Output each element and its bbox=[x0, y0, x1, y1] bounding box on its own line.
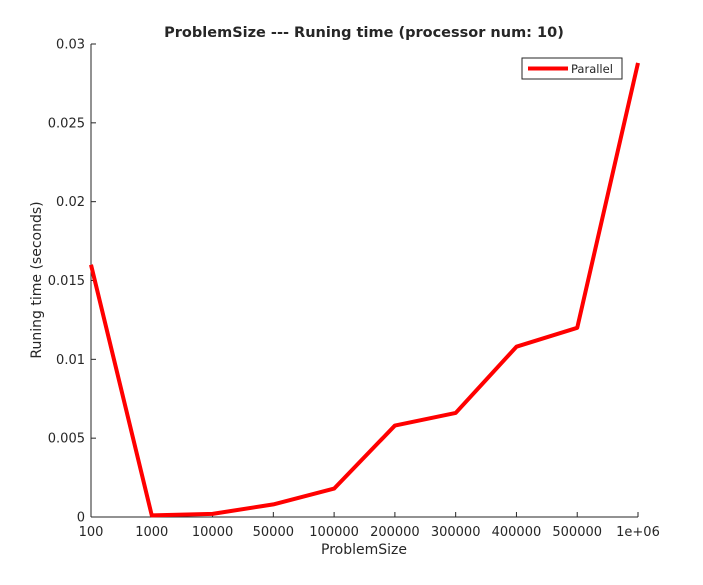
x-tick-label: 400000 bbox=[492, 525, 542, 540]
chart-title: ProblemSize --- Runing time (processor n… bbox=[164, 25, 564, 41]
plot-area: 0 0.005 0.01 0.015 0.02 0.025 0.03 100 1000 1000… bbox=[48, 38, 660, 541]
y-axis-label: Runing time (seconds) bbox=[29, 201, 45, 358]
x-tick-label: 50000 bbox=[253, 525, 294, 540]
y-tick-label: 0.005 bbox=[48, 432, 85, 447]
x-tick-label: 1e+06 bbox=[616, 525, 660, 540]
y-tick-label: 0.025 bbox=[48, 116, 85, 131]
x-tick-label: 10000 bbox=[192, 525, 233, 540]
x-tick-label: 500000 bbox=[552, 525, 602, 540]
legend-label-parallel: Parallel bbox=[571, 62, 613, 76]
x-tick-label: 100 bbox=[79, 525, 104, 540]
x-tick-label: 100000 bbox=[309, 525, 359, 540]
y-tick-label: 0.03 bbox=[56, 38, 85, 53]
x-axis-label: ProblemSize bbox=[321, 542, 407, 558]
y-tick-label: 0.02 bbox=[56, 195, 85, 210]
y-tick-label: 0.01 bbox=[56, 353, 85, 368]
x-tick-label: 300000 bbox=[431, 525, 481, 540]
y-tick-label: 0 bbox=[77, 511, 85, 526]
legend: Parallel bbox=[522, 58, 622, 79]
x-tick-label: 200000 bbox=[370, 525, 420, 540]
y-tick-label: 0.015 bbox=[48, 274, 85, 289]
x-tick-label: 1000 bbox=[135, 525, 168, 540]
plot-background bbox=[91, 44, 638, 517]
